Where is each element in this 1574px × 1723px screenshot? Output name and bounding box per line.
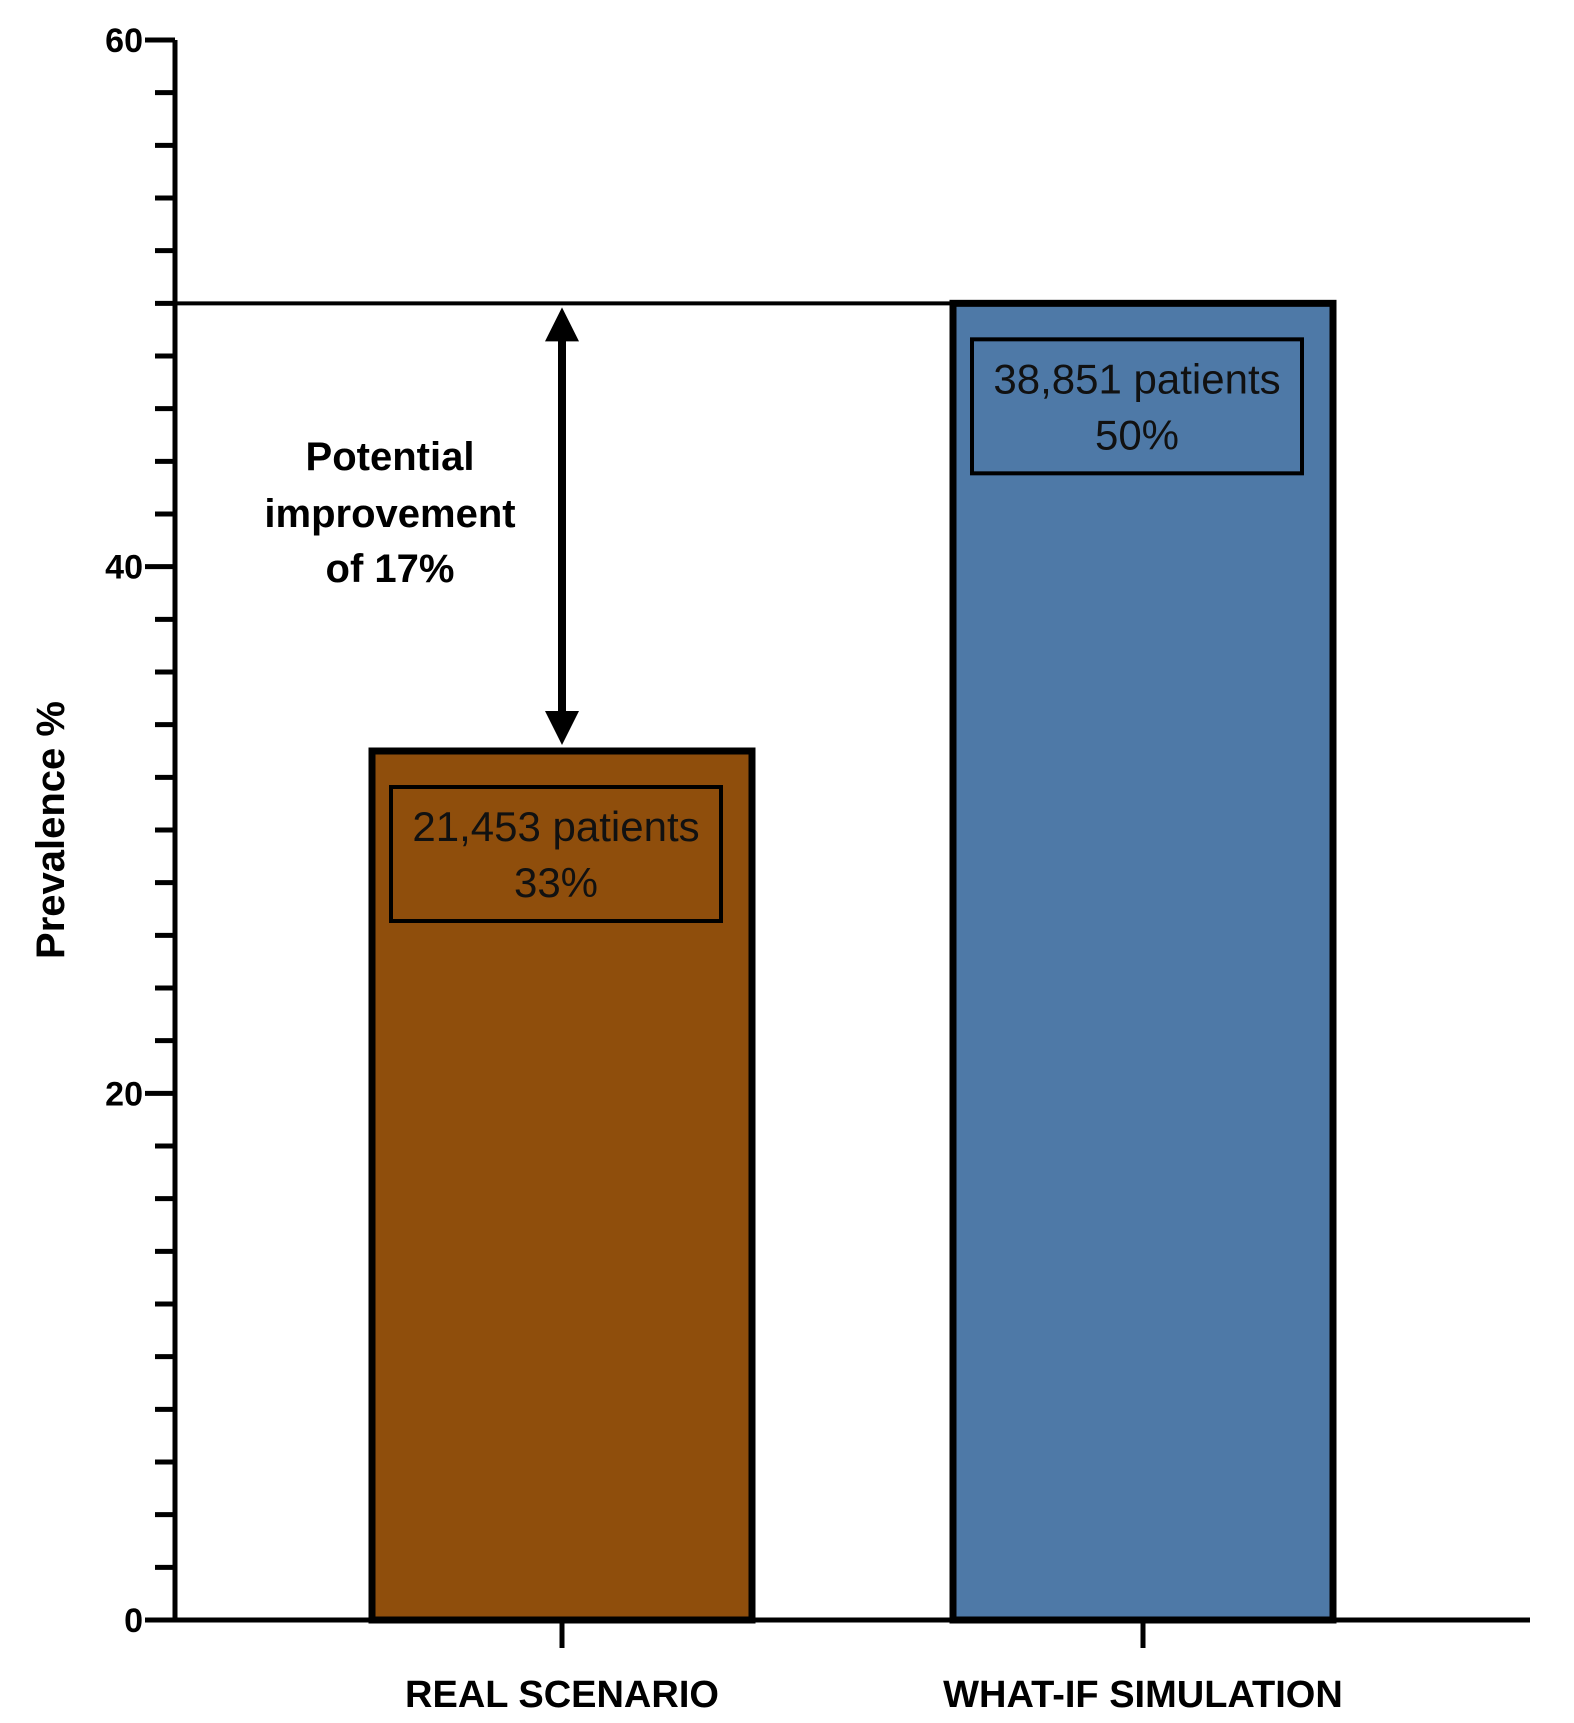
bar-what-if-simulation (949, 299, 1337, 1624)
y-tick-label: 40 (105, 549, 143, 587)
y-tick-label: 20 (105, 1075, 143, 1113)
data-label-box (389, 785, 723, 923)
arrow-head-up-icon (545, 307, 579, 342)
y-tick-label: 60 (105, 22, 143, 60)
data-label-count: 38,851 patients (993, 355, 1280, 402)
bar-real-scenario (368, 747, 756, 1624)
data-label-box (970, 337, 1304, 476)
arrow-head-down-icon (545, 711, 579, 745)
axes: 0 20 40 60 REAL SCENARIO WHAT-IF SIMULATION (105, 22, 1530, 1716)
x-tick-label: WHAT-IF SIMULATION (943, 1674, 1343, 1716)
annotation-line: of 17% (326, 547, 455, 591)
y-axis-label: Prevalence % (29, 701, 73, 959)
data-label-percent: 50% (1095, 411, 1179, 458)
data-label-count: 21,453 patients (412, 803, 699, 850)
annotation-line: improvement (264, 492, 515, 536)
y-tick-label: 0 (124, 1602, 143, 1640)
annotation-line: Potential (306, 435, 475, 479)
data-labels: 21,453 patients 33% 38,851 patients 50% (389, 337, 1304, 923)
bars (368, 299, 1337, 1624)
annotation: Potential improvement of 17% (175, 301, 953, 745)
data-label-percent: 33% (514, 859, 598, 906)
x-tick-label: REAL SCENARIO (405, 1674, 719, 1716)
